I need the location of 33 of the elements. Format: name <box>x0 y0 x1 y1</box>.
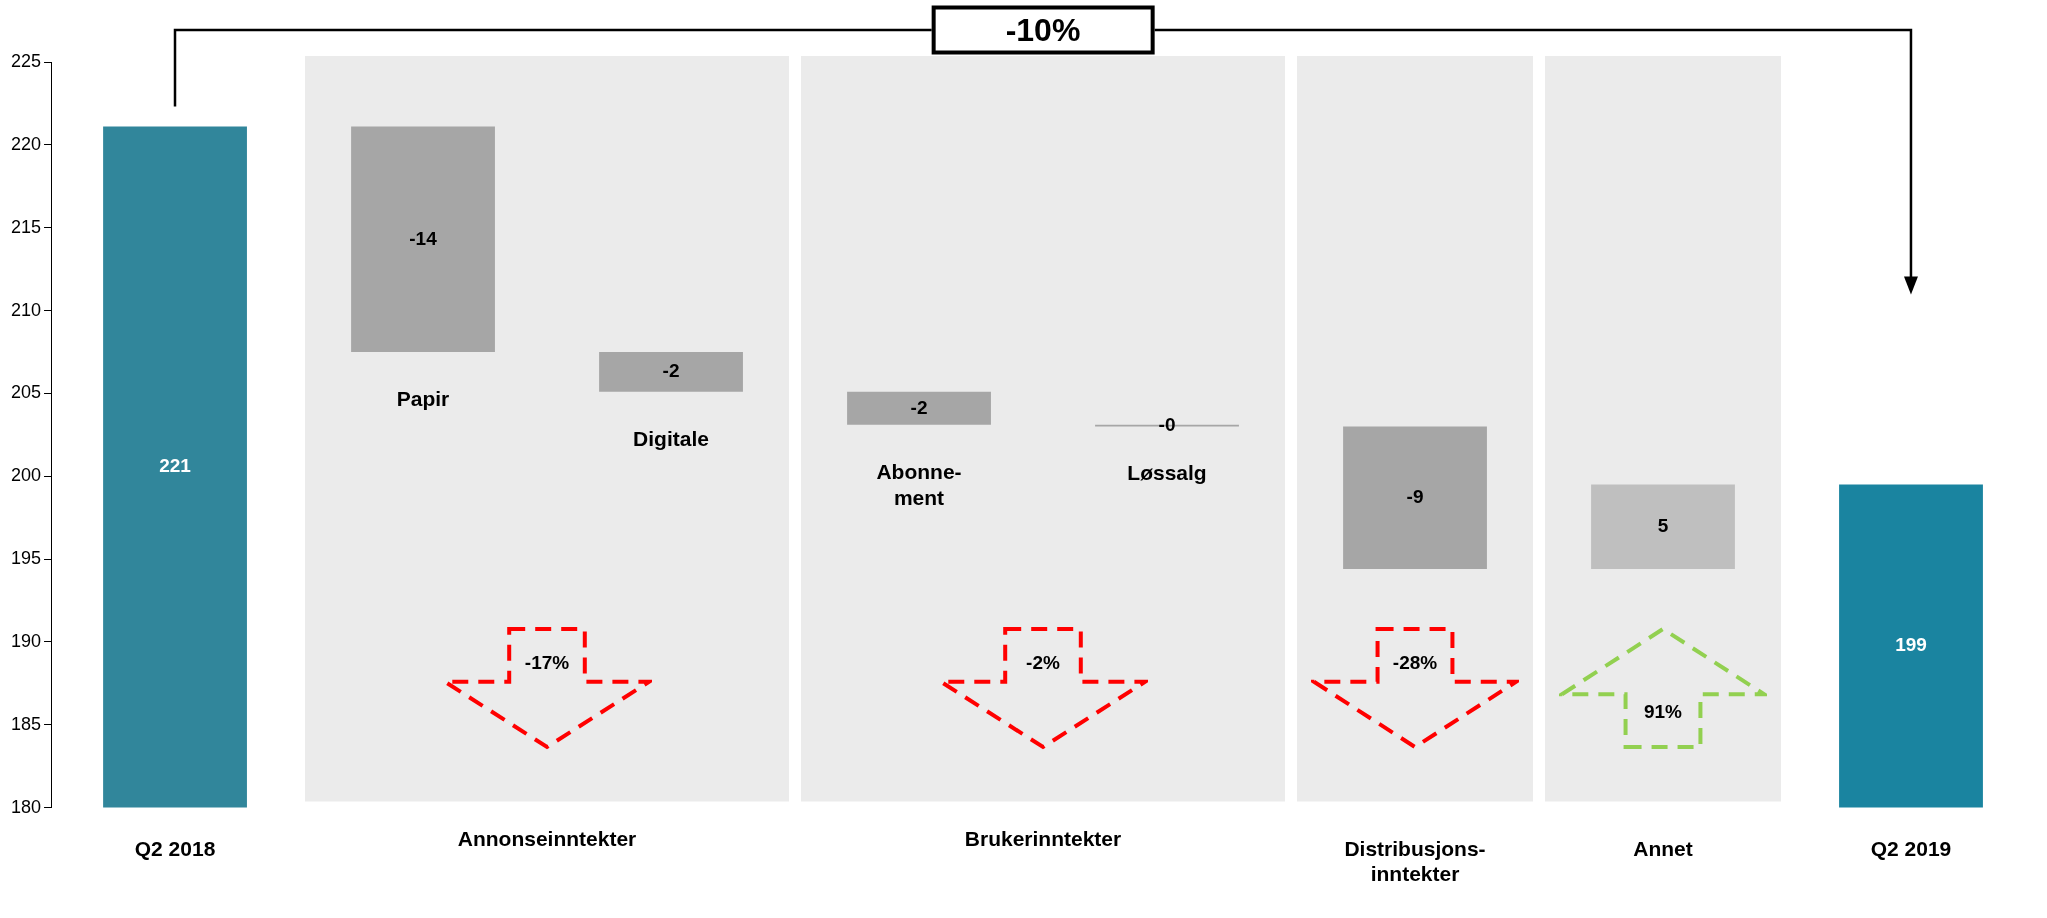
data-label: -2 <box>662 360 680 382</box>
data-label: -14 <box>409 227 438 249</box>
x-tick-label: Distribusjons-inntekter <box>1344 837 1486 886</box>
x-tick-label: Digitale <box>633 426 709 450</box>
band-label: Annonseinntekter <box>457 826 637 850</box>
annotation: 91% <box>1643 701 1683 724</box>
data-label: 221 <box>159 455 192 477</box>
data-label: -2 <box>910 396 928 418</box>
data-label: 5 <box>1657 514 1669 536</box>
y-tick-label: 195 <box>10 548 42 569</box>
y-tick-label: 225 <box>10 50 42 71</box>
text: -10% <box>931 5 1155 55</box>
x-tick-label: Papir <box>396 386 450 410</box>
x-tick-label: Q2 2019 <box>1870 837 1952 860</box>
data-label: -9 <box>1406 486 1424 507</box>
y-tick-label: 220 <box>10 133 42 154</box>
y-tick-label: 205 <box>10 382 42 403</box>
data-label: 199 <box>1895 634 1927 656</box>
annotation: -17% <box>524 651 570 674</box>
data-label: -0 <box>1158 413 1176 435</box>
y-tick-label: 180 <box>10 796 42 817</box>
x-tick-label: Annet <box>1633 837 1693 860</box>
y-tick-label: 200 <box>10 465 42 486</box>
y-tick-label: 190 <box>10 630 42 651</box>
y-tick-label: 210 <box>10 299 42 320</box>
x-tick-label: Løssalg <box>1127 461 1207 485</box>
x-tick-label: Abonne-ment <box>876 459 962 509</box>
y-tick-label: 185 <box>10 713 42 734</box>
annotation: -2% <box>1026 651 1060 674</box>
band-label: Brukerinntekter <box>964 826 1122 850</box>
annotation: -28% <box>1392 651 1438 674</box>
y-tick-label: 215 <box>10 216 42 237</box>
x-tick-label: Q2 2018 <box>134 837 216 860</box>
